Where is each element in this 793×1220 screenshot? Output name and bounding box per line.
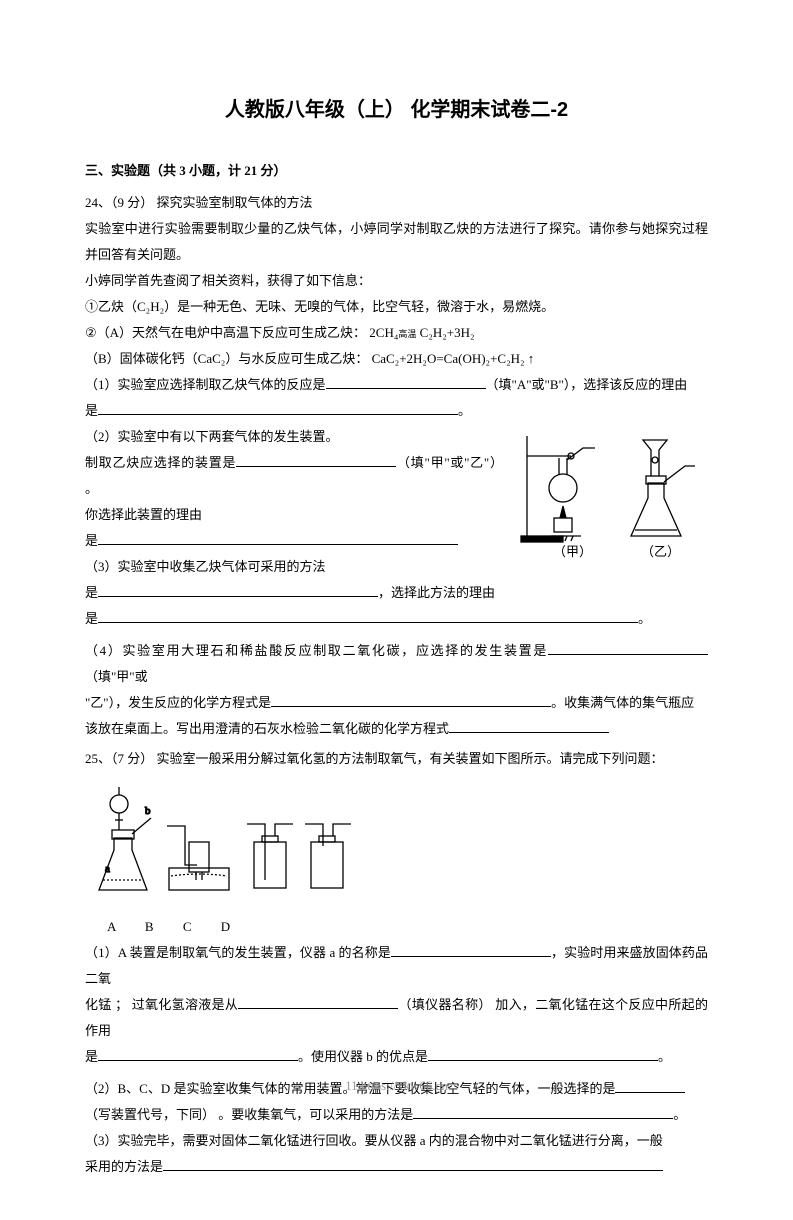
q24-p4-post: C₂H₂+3H₂ <box>416 325 474 340</box>
q25-1: （1）A 装置是制取氧气的发生装置，仪器 a 的名称是，实验时用来盛放固体药品二… <box>85 940 708 992</box>
q25-1-line2a: 化锰 ； 过氧化氢溶液是从 <box>85 997 238 1012</box>
blank-input[interactable] <box>98 402 458 415</box>
q24-4-end: 。收集满气体的集气瓶应 <box>551 695 694 710</box>
blank-input[interactable] <box>449 720 609 733</box>
q24-4-line2: 该放在桌面上。写出用澄清的石灰水检验二氧化碳的化学方程式 <box>85 716 708 742</box>
q24-1: （1）实验室应选择制取乙炔气体的反应是 （填"A"或"B"），选择该反应的理由 <box>85 372 708 398</box>
blank-input[interactable] <box>413 1106 673 1119</box>
blank-input[interactable] <box>391 944 551 957</box>
q24-p2: 小婷同学首先查阅了相关资料，获得了如下信息： <box>85 268 708 294</box>
q24-3-is2-text: 是 <box>85 611 98 626</box>
q24-1-is-text: 是 <box>85 403 98 418</box>
apparatus-svg: （甲） （乙） <box>513 428 708 568</box>
q25-intro: 25、（7 分） 实验室一般采用分解过氧化氢的方法制取氧气，有关装置如下图所示。… <box>85 746 708 772</box>
q24-1-pre: （1）实验室应选择制取乙炔气体的反应是 <box>85 377 326 392</box>
blank-input[interactable] <box>428 1048 658 1061</box>
q25-3-line2-text: 采用的方法是 <box>85 1159 163 1174</box>
q25-3-line1: （3）实验完毕，需要对固体二氧化锰进行回收。要从仪器 a 内的混合物中对二氧化锰… <box>85 1128 708 1154</box>
q24-4: （4）实验室用大理石和稀盐酸反应制取二氧化碳，应选择的发生装置是 （填"甲"或 <box>85 638 708 690</box>
q24-3-reason-text: ，选择此方法的理由 <box>378 585 495 600</box>
page-content: 人教版八年级（上） 化学期末试卷二-2 三、实验题（共 3 小题，计 21 分）… <box>0 0 793 1220</box>
q24-1-is: 是。 <box>85 398 708 424</box>
q24-2-is-text: 是 <box>85 533 98 548</box>
blank-input[interactable] <box>271 694 551 707</box>
q25-2-line2: （写装置代号，下同） 。要收集氧气，可以采用的方法是。 <box>85 1102 708 1128</box>
blank-input[interactable] <box>238 996 398 1009</box>
page-footer: 11 https://xkw66.cn <box>0 1078 793 1094</box>
q24-4-mid: （填"甲"或 <box>85 669 148 684</box>
section-header: 三、实验题（共 3 小题，计 21 分） <box>85 158 708 184</box>
q25-1-line2: 化锰 ； 过氧化氢溶液是从（填仪器名称） 加入，二氧化锰在这个反应中所起的作用 <box>85 992 708 1044</box>
q25-1-end: 。使用仪器 b 的优点是 <box>298 1049 428 1064</box>
blank-input[interactable] <box>163 1158 663 1171</box>
q25-1-is: 是。使用仪器 b 的优点是。 <box>85 1044 708 1070</box>
svg-text:a: a <box>105 863 110 875</box>
blank-input[interactable] <box>98 584 378 597</box>
q24-p3: ①乙炔（C₂H₂）是一种无色、无味、无嗅的气体，比空气轻，微溶于水，易燃烧。 <box>85 294 708 320</box>
q24-p1: 实验室中进行实验需要制取少量的乙炔气体，小婷同学对制取乙炔的方法进行了探究。请你… <box>85 216 708 268</box>
diagram-apparatus-jia-yi: （甲） （乙） <box>513 428 708 568</box>
q24-3-is2: 是。 <box>85 606 708 632</box>
q25-1-is-text: 是 <box>85 1049 98 1064</box>
apparatus-abcd-svg: b a <box>89 780 369 910</box>
q24-3: 是 ，选择此方法的理由 <box>85 580 708 606</box>
blank-input[interactable] <box>326 376 486 389</box>
label-yi: （乙） <box>641 544 680 559</box>
q24-4-pre: （4）实验室用大理石和稀盐酸反应制取二氧化碳，应选择的发生装置是 <box>85 643 548 658</box>
blank-input[interactable] <box>98 1048 298 1061</box>
q25-1-pre: （1）A 装置是制取氧气的发生装置，仪器 a 的名称是 <box>85 945 391 960</box>
blank-input[interactable] <box>548 642 708 655</box>
diagram2-labels-text: A B C D <box>107 919 230 934</box>
q24-3-is-text: 是 <box>85 585 98 600</box>
q24-p4: ②（A）天然气在电炉中高温下反应可生成乙炔： 2CH₄高温 C₂H₂+3H₂ <box>85 320 708 346</box>
diagram2-labels: A B C D <box>107 914 708 940</box>
q24-4-yi-text: "乙"），发生反应的化学方程式是 <box>85 695 271 710</box>
blank-input[interactable] <box>98 610 638 623</box>
diagram-apparatus-abcd: b a <box>89 780 369 910</box>
page-title: 人教版八年级（上） 化学期末试卷二-2 <box>85 90 708 130</box>
q24-2-mid1: 制取乙炔应选择的装置是 <box>85 455 236 470</box>
q24-1-mid: （填"A"或"B"），选择该反应的理由 <box>486 377 688 392</box>
q25-3-line2: 采用的方法是 <box>85 1154 708 1180</box>
label-jia: （甲） <box>553 544 592 559</box>
q24-intro: 24、（9 分） 探究实验室制取气体的方法 <box>85 190 708 216</box>
blank-input[interactable] <box>236 454 396 467</box>
q25-2-line2-text: （写装置代号，下同） 。要收集氧气，可以采用的方法是 <box>85 1107 413 1122</box>
svg-text:b: b <box>145 805 151 817</box>
q24-p4-pre: ②（A）天然气在电炉中高温下反应可生成乙炔： 2CH₄ <box>85 325 398 340</box>
q24-pB: （B）固体碳化钙（CaC₂）与水反应可生成乙炔： CaC₂+2H₂O=Ca(OH… <box>85 346 708 372</box>
q24-p4-cond: 高温 <box>398 329 416 339</box>
blank-input[interactable] <box>98 532 458 545</box>
q24-4-line2-text: 该放在桌面上。写出用澄清的石灰水检验二氧化碳的化学方程式 <box>85 721 449 736</box>
q24-4-yi: "乙"），发生反应的化学方程式是 。收集满气体的集气瓶应 <box>85 690 708 716</box>
